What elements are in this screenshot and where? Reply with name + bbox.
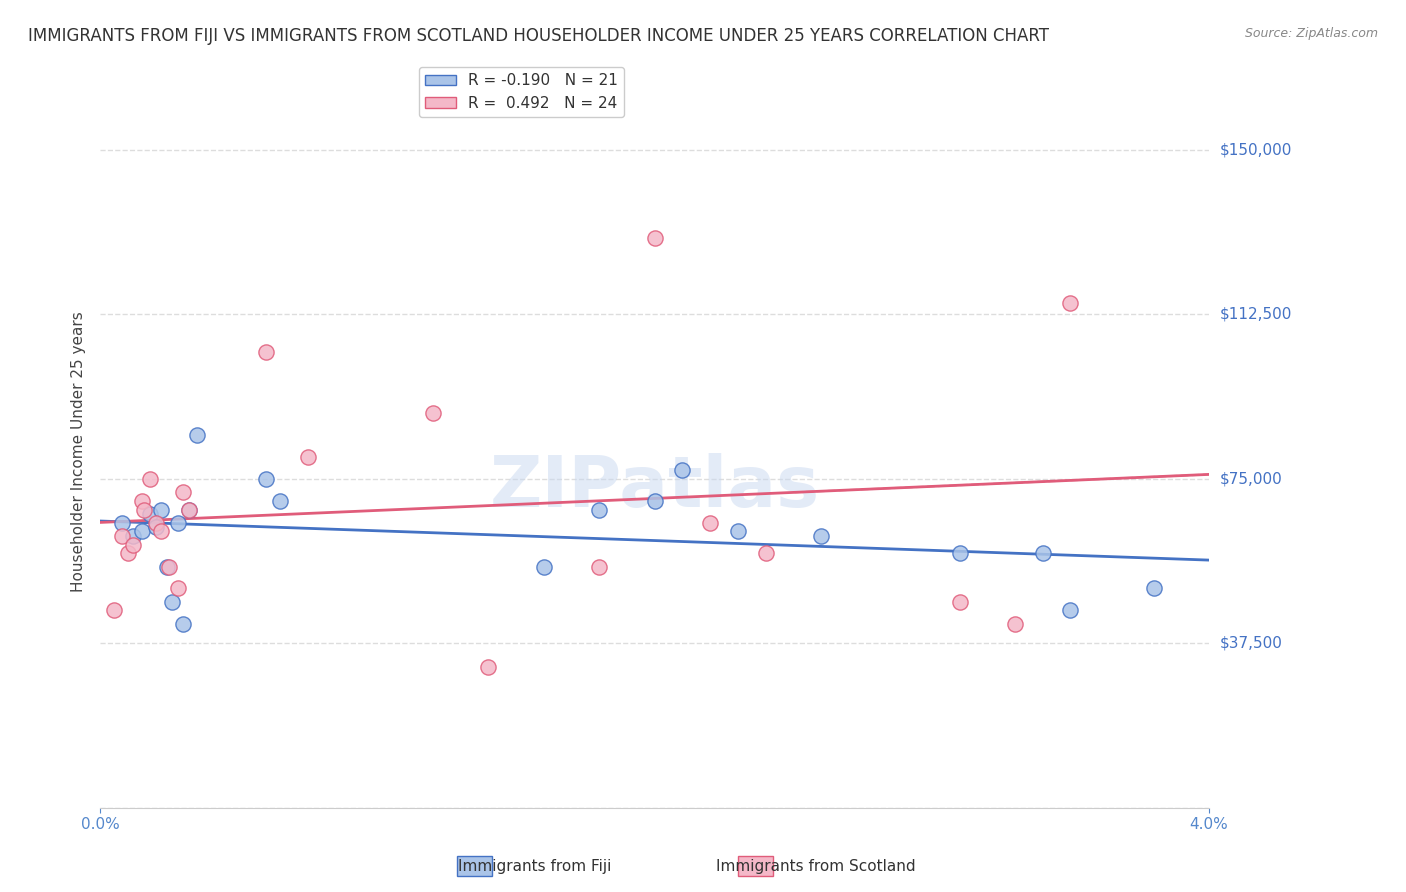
Point <box>588 559 610 574</box>
Point <box>166 516 188 530</box>
Point <box>139 472 162 486</box>
Point <box>150 524 173 539</box>
Point <box>131 524 153 539</box>
Point <box>122 529 145 543</box>
Point <box>1004 616 1026 631</box>
Point <box>111 516 134 530</box>
Point <box>948 594 970 608</box>
Text: Immigrants from Scotland: Immigrants from Scotland <box>716 859 915 874</box>
Point <box>671 463 693 477</box>
Point <box>256 344 278 359</box>
Point <box>644 230 666 244</box>
Point <box>134 502 156 516</box>
Point <box>122 538 145 552</box>
Point <box>297 450 319 464</box>
Point <box>1143 582 1166 596</box>
Point <box>699 516 721 530</box>
Point <box>131 493 153 508</box>
Point <box>145 516 167 530</box>
Point <box>177 502 200 516</box>
Point <box>186 428 208 442</box>
Text: $112,500: $112,500 <box>1220 307 1292 322</box>
Y-axis label: Householder Income Under 25 years: Householder Income Under 25 years <box>72 311 86 591</box>
Point <box>172 485 194 500</box>
Point <box>727 524 749 539</box>
Point <box>269 493 291 508</box>
Point <box>166 582 188 596</box>
Point <box>754 546 776 560</box>
Legend: R = -0.190   N = 21, R =  0.492   N = 24: R = -0.190 N = 21, R = 0.492 N = 24 <box>419 67 624 117</box>
Point <box>422 406 444 420</box>
Point <box>1059 296 1081 310</box>
Point <box>177 502 200 516</box>
Point <box>156 559 179 574</box>
Text: Immigrants from Fiji: Immigrants from Fiji <box>457 859 612 874</box>
Point <box>1032 546 1054 560</box>
Point <box>644 493 666 508</box>
Point <box>160 594 183 608</box>
Point <box>111 529 134 543</box>
Point <box>117 546 139 560</box>
Point <box>139 507 162 521</box>
Text: $75,000: $75,000 <box>1220 471 1282 486</box>
Point <box>159 559 181 574</box>
Point <box>103 603 125 617</box>
Point <box>810 529 832 543</box>
Text: ZIPatlas: ZIPatlas <box>489 452 820 522</box>
Text: IMMIGRANTS FROM FIJI VS IMMIGRANTS FROM SCOTLAND HOUSEHOLDER INCOME UNDER 25 YEA: IMMIGRANTS FROM FIJI VS IMMIGRANTS FROM … <box>28 27 1049 45</box>
Point <box>256 472 278 486</box>
Text: Source: ZipAtlas.com: Source: ZipAtlas.com <box>1244 27 1378 40</box>
Text: $150,000: $150,000 <box>1220 143 1292 158</box>
Point <box>948 546 970 560</box>
Point <box>150 502 173 516</box>
Point <box>477 660 499 674</box>
Point <box>145 520 167 534</box>
Text: $37,500: $37,500 <box>1220 636 1284 651</box>
Point <box>1059 603 1081 617</box>
Point <box>588 502 610 516</box>
Point <box>172 616 194 631</box>
Point <box>533 559 555 574</box>
